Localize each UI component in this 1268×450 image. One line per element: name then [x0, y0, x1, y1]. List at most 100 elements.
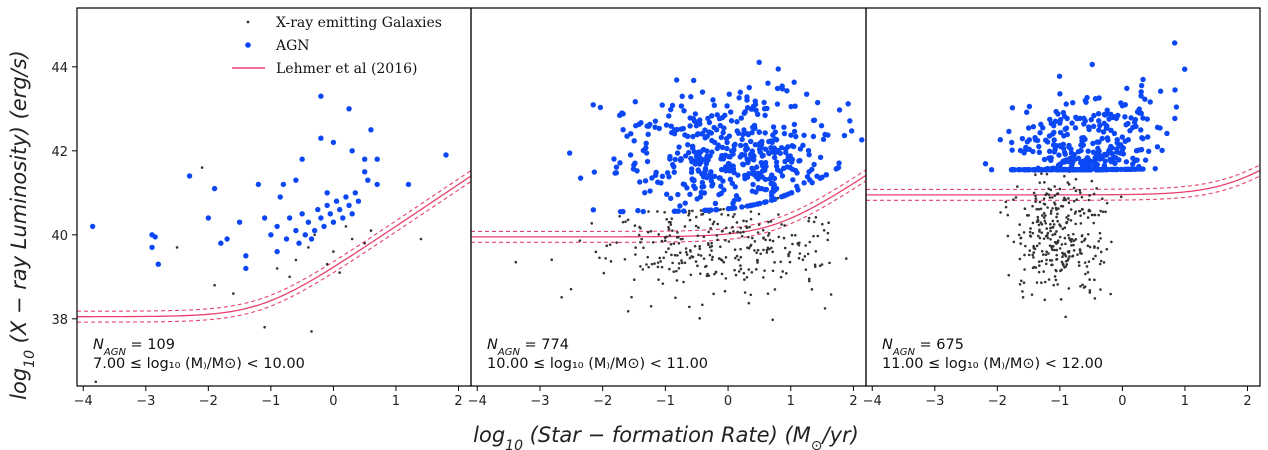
galaxy-point — [609, 260, 613, 263]
galaxy-point — [1077, 260, 1081, 264]
galaxy-point — [755, 251, 758, 255]
agn-point — [731, 169, 737, 176]
agn-point — [343, 194, 349, 200]
x-tick-label: 1 — [787, 394, 795, 409]
galaxy-point — [771, 318, 774, 322]
agn-point — [224, 236, 230, 242]
galaxy-point — [1040, 223, 1044, 226]
agn-point — [728, 109, 734, 115]
galaxy-point — [1088, 278, 1091, 281]
galaxy-point — [1046, 206, 1049, 209]
galaxy-point — [1063, 196, 1066, 200]
galaxy-point — [716, 222, 720, 226]
galaxy-point — [1048, 244, 1052, 247]
galaxy-point — [664, 250, 668, 254]
galaxy-point — [1119, 195, 1123, 199]
galaxy-point — [338, 271, 341, 274]
agn-point — [1101, 120, 1107, 127]
relation-line-central — [866, 169, 1260, 196]
galaxy-point — [1093, 278, 1096, 282]
galaxy-point — [1045, 250, 1048, 254]
agn-point — [299, 211, 305, 217]
galaxy-point — [828, 261, 831, 265]
galaxy-point — [1046, 231, 1050, 235]
galaxy-point — [677, 242, 681, 245]
x-tick-label: 0 — [1118, 394, 1126, 409]
galaxy-point — [750, 270, 754, 274]
galaxy-point — [827, 221, 831, 224]
agn-point — [1111, 130, 1118, 137]
galaxy-point — [1012, 240, 1016, 244]
galaxy-point — [743, 278, 746, 281]
galaxy-point — [750, 236, 754, 240]
agn-point — [1050, 142, 1057, 148]
galaxy-point — [1086, 216, 1090, 219]
agn-point — [1089, 61, 1095, 68]
galaxy-point — [765, 248, 769, 252]
agn-point — [717, 122, 723, 129]
agn-point — [759, 153, 766, 159]
galaxy-point — [684, 247, 688, 250]
agn-point — [730, 200, 736, 207]
agn-point — [597, 104, 604, 111]
y-tick-label: 44 — [51, 61, 68, 76]
agn-point — [1086, 158, 1092, 165]
galaxy-point — [783, 224, 786, 227]
agn-point — [689, 166, 695, 172]
galaxy-point — [1086, 271, 1090, 274]
galaxy-point — [1079, 222, 1083, 225]
galaxy-point — [711, 255, 714, 259]
galaxy-point — [1067, 251, 1071, 254]
galaxy-point — [671, 261, 674, 265]
agn-point — [739, 136, 745, 143]
agn-point — [1130, 155, 1136, 161]
n-agn-value: = 109 — [126, 337, 175, 353]
galaxy-point — [756, 261, 759, 264]
agn-point — [695, 167, 701, 173]
galaxy-point — [1025, 214, 1029, 217]
galaxy-point — [771, 269, 775, 273]
galaxy-point — [1035, 281, 1039, 284]
agn-point — [1006, 128, 1012, 135]
galaxy-point — [1086, 232, 1090, 236]
agn-point — [811, 161, 817, 168]
galaxy-point — [1063, 174, 1066, 178]
agn-point — [817, 154, 824, 161]
galaxy-point — [1034, 200, 1037, 204]
agn-point — [715, 142, 721, 148]
galaxy-point — [810, 288, 814, 291]
galaxy-point — [759, 252, 762, 256]
galaxy-point — [762, 248, 765, 252]
galaxy-point — [669, 223, 673, 226]
galaxy-point — [1055, 215, 1058, 219]
galaxy-point — [756, 248, 760, 252]
agn-point — [149, 244, 155, 251]
galaxy-point — [1012, 198, 1015, 201]
galaxy-point — [668, 234, 672, 237]
agn-point — [720, 129, 726, 136]
agn-point — [1096, 139, 1102, 145]
galaxy-point — [288, 275, 291, 279]
x-axis-label: log10 (Star − formation Rate) (M⊙/yr) — [473, 423, 859, 450]
agn-point — [205, 215, 212, 221]
galaxy-point — [766, 246, 770, 250]
agn-point — [1090, 123, 1097, 130]
galaxy-point — [708, 218, 712, 221]
agn-point — [702, 165, 709, 172]
galaxy-point — [724, 256, 728, 259]
galaxy-point — [746, 246, 749, 249]
galaxy-point — [782, 236, 786, 240]
galaxy-point — [1058, 223, 1061, 226]
galaxy-point — [1042, 216, 1046, 219]
agn-point — [1036, 149, 1043, 156]
agn-point — [346, 202, 352, 209]
galaxy-point — [1109, 292, 1112, 296]
galaxy-point — [696, 264, 699, 268]
galaxy-point — [1063, 226, 1067, 229]
galaxy-point — [1042, 237, 1046, 240]
galaxy-point — [1080, 252, 1083, 255]
galaxy-point — [1092, 192, 1096, 196]
galaxy-point — [696, 234, 700, 238]
agn-point — [1138, 82, 1145, 89]
